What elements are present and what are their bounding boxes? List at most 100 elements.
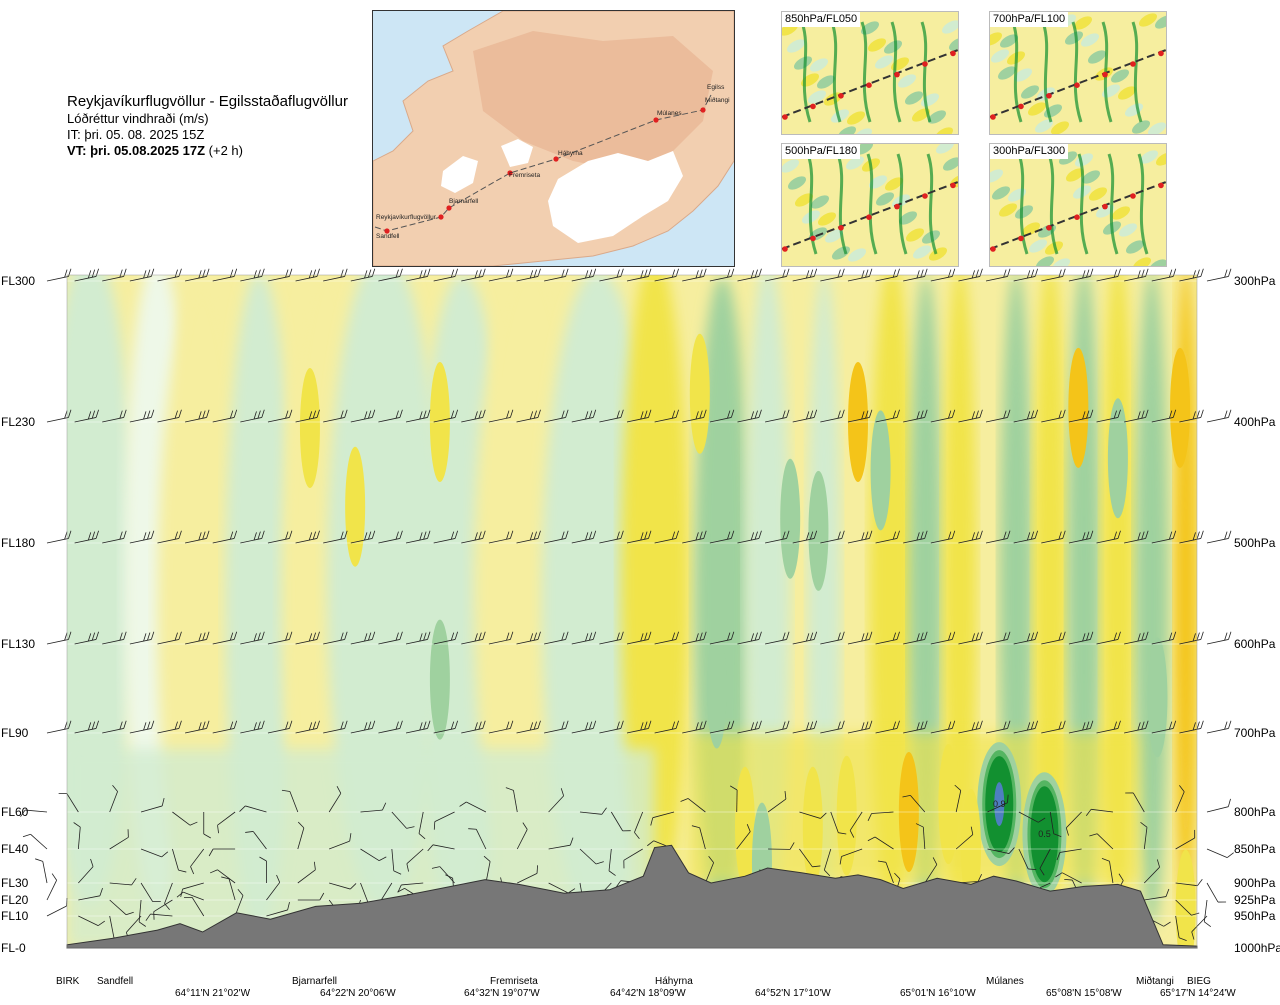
level-map-300[interactable]: 300hPa/FL300 xyxy=(989,143,1167,267)
y-label-fl: FL230 xyxy=(1,415,36,429)
y-label-fl: FL300 xyxy=(1,274,36,288)
thumb-field xyxy=(1051,258,1071,266)
wind-barb xyxy=(544,720,569,734)
wind-barb xyxy=(157,631,182,645)
waypoint-label: Sandfell xyxy=(376,233,400,240)
thumb-field xyxy=(1154,15,1166,29)
wind-barb xyxy=(985,631,1011,645)
thumb-contour xyxy=(1077,153,1089,255)
wind-barb xyxy=(709,631,735,645)
velocity-cell xyxy=(1107,398,1128,519)
wind-barb xyxy=(176,891,204,901)
wind-barb xyxy=(267,409,293,423)
thumb-field xyxy=(1028,239,1048,253)
y-label-fl: FL40 xyxy=(1,842,29,856)
thumb-field xyxy=(824,229,844,243)
y-label-fl: FL130 xyxy=(1,637,36,651)
y-label-hpa: 800hPa xyxy=(1234,805,1276,819)
thumb-field xyxy=(810,195,830,209)
chart-header: Reykjavíkurflugvöllur - Egilsstaðaflugvö… xyxy=(67,93,367,159)
wind-barb xyxy=(823,848,832,877)
wind-barb xyxy=(691,825,706,850)
level-map-500[interactable]: 500hPa/FL180 xyxy=(781,143,959,267)
wind-barb xyxy=(516,530,541,544)
wind-barb xyxy=(1151,530,1177,544)
wind-barb xyxy=(1175,785,1185,813)
wind-barb xyxy=(20,809,48,817)
route-map-svg: Reykjavíkurflugvöllur Sandfell Bjarnarfell… xyxy=(373,11,734,266)
x-label-coordinate: 65°01'N 16°10'W xyxy=(900,988,976,999)
valid-time-main: VT: þri. 05.08.2025 17Z xyxy=(67,143,206,158)
y-label-hpa: 925hPa xyxy=(1234,893,1276,907)
wind-barb xyxy=(1151,720,1177,734)
wind-barb xyxy=(109,878,137,886)
thumb-field xyxy=(1155,152,1166,166)
x-label-coordinate: 64°32'N 19°07'W xyxy=(464,988,540,999)
wind-barb xyxy=(1206,798,1231,813)
wind-barb xyxy=(1041,720,1066,734)
wind-barb xyxy=(930,530,956,544)
wind-barb xyxy=(820,409,845,423)
wind-barb xyxy=(185,409,210,423)
waypoint-marker xyxy=(438,214,444,220)
wind-barb xyxy=(418,811,426,840)
wind-barb xyxy=(350,631,376,645)
wind-barb xyxy=(129,631,155,645)
wind-barb xyxy=(1013,631,1039,645)
wind-barb xyxy=(240,720,265,734)
wind-barb xyxy=(915,823,926,850)
wind-barb xyxy=(212,631,238,645)
wind-barb xyxy=(517,865,538,884)
velocity-band xyxy=(1134,275,1169,930)
velocity-cell xyxy=(1030,786,1059,883)
velocity-cells xyxy=(299,333,1196,948)
wind-barb xyxy=(955,826,974,850)
wind-barb xyxy=(190,848,205,875)
thumb-waypoint xyxy=(1158,50,1164,57)
y-label-hpa: 900hPa xyxy=(1234,876,1276,890)
wind-barb xyxy=(768,842,795,850)
wind-barb xyxy=(571,530,597,544)
thumb-field xyxy=(1125,240,1145,254)
x-label-coordinate: 64°22'N 20°06'W xyxy=(320,988,396,999)
route-line: Reykjavíkurflugvöllur Sandfell Bjarnarfell… xyxy=(374,84,730,240)
wind-barb xyxy=(140,798,165,813)
wind-barb xyxy=(1065,811,1082,836)
wind-barb xyxy=(571,720,597,734)
wind-barb xyxy=(1013,530,1039,544)
wind-barb xyxy=(902,795,926,813)
velocity-cell xyxy=(689,333,710,454)
thumb-field xyxy=(1013,68,1033,82)
wind-barb xyxy=(579,848,604,865)
wind-barb xyxy=(102,631,127,645)
wind-barb xyxy=(329,882,357,890)
thumb-field xyxy=(853,128,873,134)
velocity-cell xyxy=(1175,849,1196,948)
wind-barb xyxy=(1206,409,1232,423)
wind-barb xyxy=(1206,268,1232,282)
wind-barb xyxy=(958,720,983,734)
wind-barb xyxy=(323,631,348,645)
wind-barb xyxy=(172,811,198,826)
thumb-field xyxy=(1027,102,1047,116)
route-path xyxy=(374,94,712,232)
wind-barb xyxy=(1068,409,1094,423)
level-map-500-label: 500hPa/FL180 xyxy=(782,144,861,159)
level-map-700-field xyxy=(990,12,1166,134)
wind-barb xyxy=(217,811,236,834)
velocity-band xyxy=(67,275,135,906)
waypoint-label: Múlanes xyxy=(657,110,682,117)
wind-barb xyxy=(405,409,431,423)
thumb-contour xyxy=(1101,21,1113,123)
wind-barb xyxy=(212,530,238,544)
thumb-field xyxy=(837,126,857,134)
wind-barb xyxy=(877,860,894,884)
wind-barb xyxy=(729,785,738,813)
thumb-contour xyxy=(830,21,842,123)
level-map-850[interactable]: 850hPa/FL050 xyxy=(781,11,959,135)
level-map-700[interactable]: 700hPa/FL100 xyxy=(989,11,1167,135)
y-label-hpa: 1000hPa xyxy=(1234,941,1280,955)
wind-barb xyxy=(78,915,106,927)
thumb-field xyxy=(1065,168,1085,182)
wind-barb xyxy=(1203,899,1212,927)
